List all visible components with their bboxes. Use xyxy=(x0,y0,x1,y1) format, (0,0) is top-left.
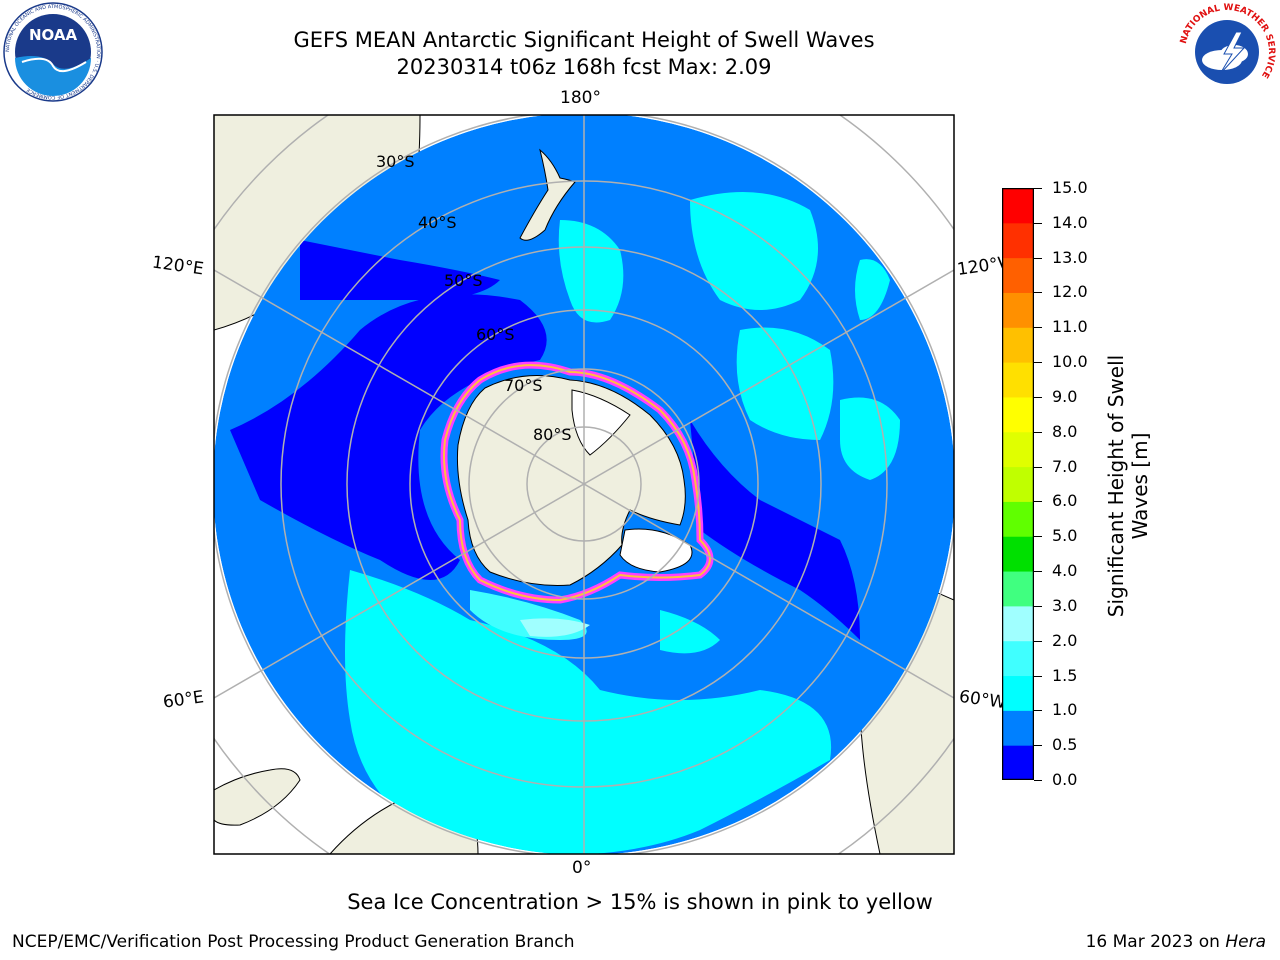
weddell-ice xyxy=(619,528,693,573)
colorbar-tick xyxy=(1034,571,1042,573)
lon-label-0: 0° xyxy=(572,858,592,878)
colorbar-tick-label: 13.0 xyxy=(1052,247,1088,267)
sea-ice-note: Sea Ice Concentration > 15% is shown in … xyxy=(347,890,933,914)
lat-label-70s: 70°S xyxy=(504,376,543,395)
colorbar-tick-label: 12.0 xyxy=(1052,282,1088,302)
colorbar-tick-label: 7.0 xyxy=(1052,456,1078,476)
colorbar-tick xyxy=(1034,501,1042,503)
colorbar-bin xyxy=(1002,292,1034,328)
noaa-logo-text: NOAA xyxy=(29,26,78,44)
colorbar-bin xyxy=(1002,710,1034,746)
colorbar-tick-label: 0.5 xyxy=(1052,735,1078,755)
map-title: GEFS MEAN Antarctic Significant Height o… xyxy=(293,28,875,52)
lat-label-50s: 50°S xyxy=(444,271,483,290)
colorbar-tick xyxy=(1034,292,1042,294)
madagascar-land xyxy=(214,768,301,826)
colorbar-tick xyxy=(1034,745,1042,747)
colorbar-tick-label: 3.0 xyxy=(1052,595,1078,615)
antarctica-land xyxy=(456,375,686,586)
colorbar-bin xyxy=(1002,571,1034,607)
colorbar-tick-label: 2.0 xyxy=(1052,630,1078,650)
colorbar-tick xyxy=(1034,780,1042,781)
colorbar-tick xyxy=(1034,431,1042,433)
colorbar-tick xyxy=(1034,605,1042,607)
map-subtitle: 20230314 t06z 168h fcst Max: 2.09 xyxy=(396,55,772,79)
colorbar-bin xyxy=(1002,327,1034,363)
colorbar-bin xyxy=(1002,396,1034,433)
colorbar-tick xyxy=(1034,257,1042,259)
new-zealand xyxy=(519,148,576,241)
map-frame xyxy=(213,114,955,855)
colorbar-tick-label: 5.0 xyxy=(1052,526,1078,546)
colorbar-tick-label: 9.0 xyxy=(1052,386,1078,406)
date-stamp: 16 Mar 2023 on Hera xyxy=(1085,932,1266,952)
colorbar-tick-label: 14.0 xyxy=(1052,212,1088,232)
lat-label-60s: 60°S xyxy=(476,325,515,344)
lon-label-180: 180° xyxy=(560,88,601,108)
colorbar-bin xyxy=(1002,605,1034,642)
colorbar-bin xyxy=(1002,431,1034,468)
colorbar-bin xyxy=(1002,257,1034,293)
colorbar-bin xyxy=(1002,466,1034,502)
lat-label-80s: 80°S xyxy=(533,425,572,444)
colorbar-bin xyxy=(1002,536,1034,572)
colorbar-tick-label: 4.0 xyxy=(1052,561,1078,581)
colorbar-bin xyxy=(1002,675,1034,711)
colorbar-tick xyxy=(1034,362,1042,364)
colorbar-tick xyxy=(1034,396,1042,398)
colorbar-bin xyxy=(1002,501,1034,537)
sea-ice-inner xyxy=(443,364,711,602)
colorbar-tick xyxy=(1034,466,1042,468)
lat-label-30s: 30°S xyxy=(376,152,415,171)
host-name: Hera xyxy=(1225,932,1266,952)
nws-logo: NATIONAL WEATHER SERVICE xyxy=(1178,3,1276,101)
colorbar-tick-label: 15.0 xyxy=(1052,178,1088,197)
noaa-logo: NOAA NATIONAL OCEANIC AND ATMOSPHERIC AD… xyxy=(3,2,103,102)
colorbar-tick-label: 8.0 xyxy=(1052,421,1078,441)
colorbar xyxy=(1002,188,1034,780)
colorbar-tick xyxy=(1034,188,1042,189)
colorbar-tick-label: 6.0 xyxy=(1052,491,1078,511)
colorbar-tick xyxy=(1034,675,1042,677)
colorbar-tick-label: 11.0 xyxy=(1052,317,1088,337)
lat-label-40s: 40°S xyxy=(418,213,457,232)
colorbar-tick xyxy=(1034,327,1042,329)
colorbar-tick-label: 1.0 xyxy=(1052,700,1078,720)
credit-text: NCEP/EMC/Verification Post Processing Pr… xyxy=(12,932,575,952)
colorbar-tick xyxy=(1034,222,1042,224)
colorbar-tick xyxy=(1034,640,1042,642)
colorbar-tick xyxy=(1034,710,1042,712)
colorbar-label: Significant Height of Swell Waves [m] xyxy=(1104,354,1152,618)
colorbar-bin xyxy=(1002,745,1034,780)
colorbar-bin xyxy=(1002,362,1034,398)
colorbar-tick-label: 10.0 xyxy=(1052,352,1088,372)
ross-ice-shelf xyxy=(571,389,631,456)
colorbar-tick-label: 1.5 xyxy=(1052,665,1078,685)
colorbar-bin xyxy=(1002,640,1034,677)
colorbar-tick-label: 0.0 xyxy=(1052,770,1078,789)
colorbar-bin xyxy=(1002,222,1034,259)
graticule xyxy=(214,115,954,854)
colorbar-tick xyxy=(1034,536,1042,538)
colorbar-bin xyxy=(1002,188,1034,224)
